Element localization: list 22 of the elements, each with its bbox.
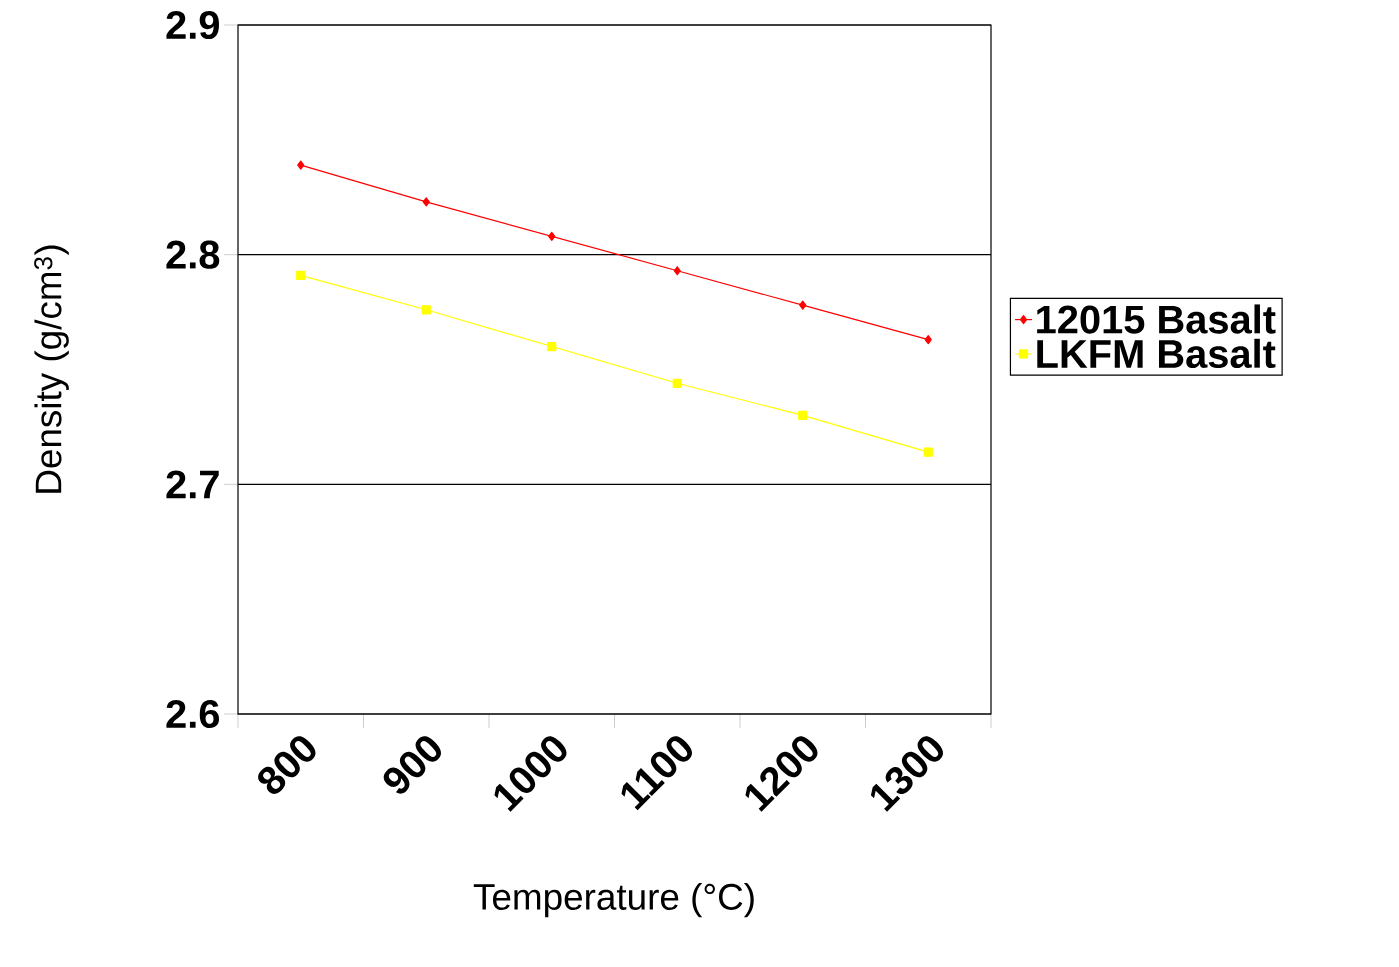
point [296, 270, 306, 280]
y-tick-label: 2.8 [166, 240, 220, 269]
x-axis-title: Temperature (°C) [473, 882, 754, 918]
point [799, 300, 807, 310]
legend-label: 12015 Basalt [1037, 304, 1276, 334]
y-tick-label: 2.9 [166, 10, 219, 40]
y-tick-label: 2.6 [166, 699, 220, 729]
point [548, 231, 556, 241]
point [923, 447, 933, 457]
y-tick-label: 2.7 [166, 470, 219, 499]
legend-label: LKFM Basalt [1037, 338, 1276, 369]
point [297, 160, 305, 170]
y-axis-title: Density (g/cm$^{3}$) [34, 245, 69, 493]
point [421, 305, 431, 315]
x-tick-label: 900 [383, 736, 441, 794]
point [673, 266, 681, 276]
point [547, 341, 557, 352]
x-tick-label: 800 [258, 736, 316, 794]
point [924, 335, 932, 345]
point [672, 378, 682, 388]
point [422, 197, 430, 207]
point [798, 410, 808, 421]
